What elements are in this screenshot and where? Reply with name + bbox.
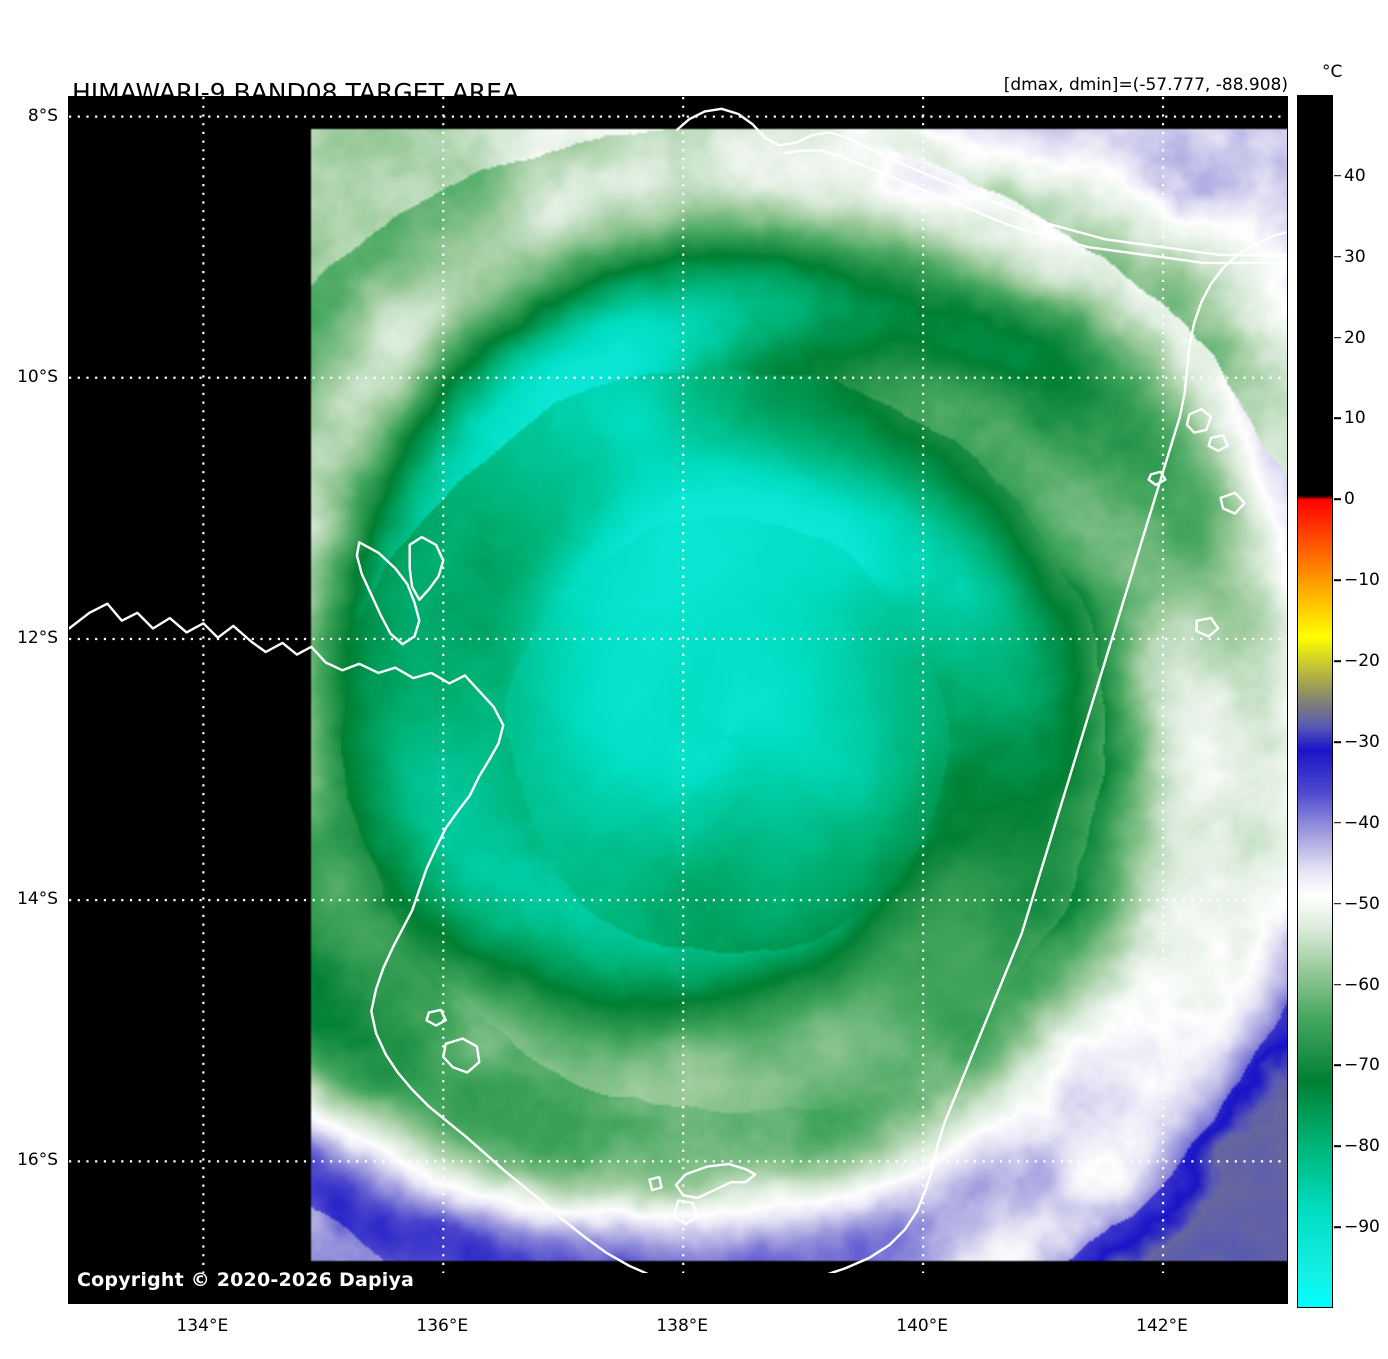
colorbar-unit-label: °C [1322, 62, 1343, 82]
colorbar-tick-mark [1334, 1145, 1341, 1148]
colorbar-tick-mark [1334, 741, 1341, 743]
colorbar-tick-label: −20 [1344, 651, 1380, 672]
colorbar-tick-label: −80 [1344, 1136, 1380, 1157]
latitude-tick-label: 12°S [17, 627, 58, 648]
longitude-tick-label: 142°E [1136, 1316, 1188, 1336]
colorbar-tick-label: −70 [1344, 1055, 1380, 1076]
colorbar-tick-mark [1334, 175, 1341, 177]
colorbar-tick-label: 0 [1344, 489, 1355, 510]
colorbar-tick-mark [1334, 822, 1341, 824]
colorbar-tick-mark [1334, 983, 1341, 986]
colorbar-tick-mark [1334, 336, 1341, 339]
copyright-notice: Copyright © 2020-2026 Dapiya [77, 1269, 415, 1291]
latitude-tick-label: 10°S [17, 366, 58, 387]
temperature-colorbar [1297, 95, 1333, 1308]
colorbar-tick-label: −60 [1344, 974, 1380, 995]
colorbar-tick-mark [1334, 417, 1341, 420]
longitude-tick-label: 140°E [896, 1316, 948, 1336]
colorbar-tick-label: −30 [1344, 731, 1380, 752]
colorbar-tick-label: −50 [1344, 893, 1380, 914]
colorbar-tick-label: 20 [1344, 327, 1366, 348]
colorbar-tick-mark [1334, 1226, 1341, 1228]
colorbar-tick-mark [1334, 255, 1341, 258]
latitude-tick-label: 8°S [27, 105, 58, 126]
latitude-tick-label: 16°S [17, 1150, 58, 1171]
colorbar-tick-mark [1334, 902, 1341, 905]
colorbar-tick-label: 30 [1344, 246, 1366, 267]
colorbar-tick-mark [1334, 1064, 1341, 1067]
longitude-tick-label: 134°E [176, 1316, 229, 1336]
colorbar-tick-label: 40 [1344, 165, 1366, 186]
longitude-tick-label: 138°E [656, 1316, 709, 1336]
latitude-tick-label: 14°S [17, 889, 58, 910]
colorbar-tick-label: −90 [1344, 1217, 1380, 1238]
colorbar-tick-mark [1334, 660, 1341, 662]
colorbar-tick-label: −40 [1344, 812, 1380, 833]
dmax-dmin-annotation: [dmax, dmin]=(-57.777, -88.908) [1003, 75, 1288, 95]
colorbar-tick-label: 10 [1344, 408, 1366, 429]
colorbar-tick-mark [1334, 498, 1341, 501]
satellite-image-plot: Copyright © 2020-2026 Dapiya [68, 96, 1288, 1304]
title-satellite-band: HIMAWARI-9 BAND08 TARGET AREA [72, 78, 520, 107]
colorbar-tick-label: −10 [1344, 570, 1380, 591]
satellite-brightness-temperature-raster [69, 97, 1287, 1303]
colorbar-tick-mark [1334, 579, 1341, 581]
longitude-tick-label: 136°E [416, 1316, 469, 1336]
colorbar-gradient [1298, 96, 1332, 1307]
bottom-black-margin [69, 1273, 1287, 1303]
